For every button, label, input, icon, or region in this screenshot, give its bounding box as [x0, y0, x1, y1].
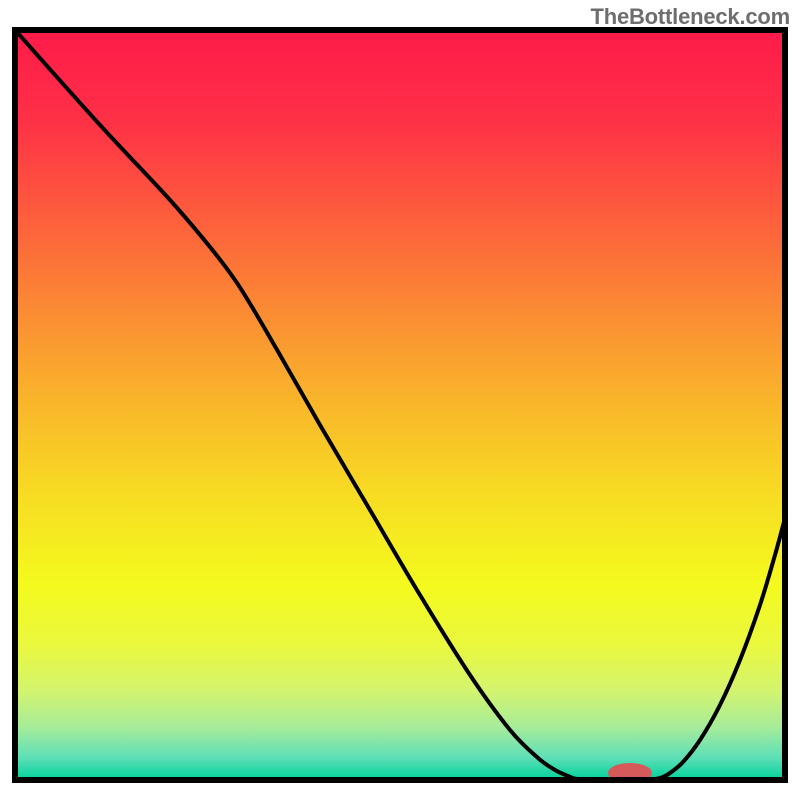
watermark-text: TheBottleneck.com — [590, 4, 790, 30]
chart-container: TheBottleneck.com — [0, 0, 800, 800]
bottleneck-curve-chart — [0, 0, 800, 800]
plot-background — [15, 30, 785, 780]
